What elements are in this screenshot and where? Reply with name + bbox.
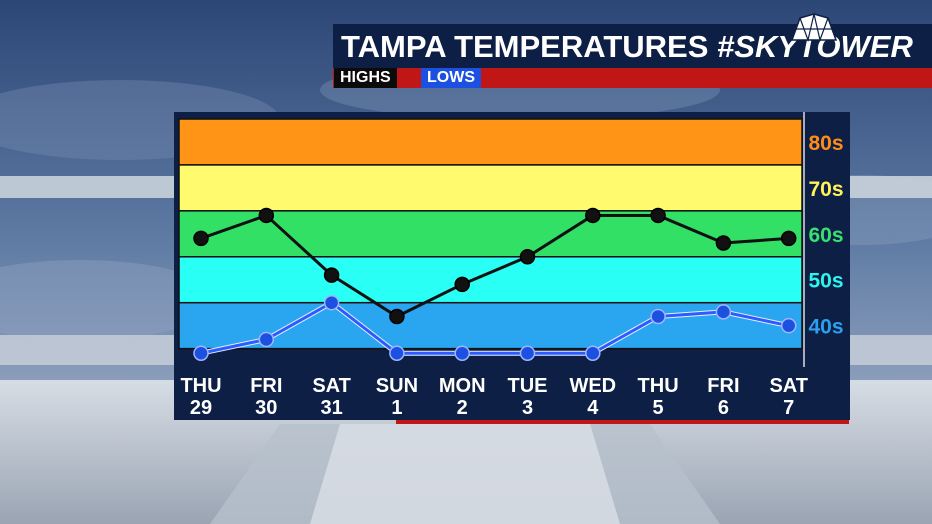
band-80s (178, 118, 803, 166)
x-tick-day: SAT (312, 375, 351, 397)
band-label-60s: 60s (808, 224, 843, 247)
x-tick-date: 3 (522, 397, 533, 419)
x-tick-day: FRI (250, 375, 282, 397)
series-line-highs (200, 213, 789, 318)
data-point-highs (323, 267, 340, 283)
data-point-highs (258, 207, 275, 224)
x-tick-date: 5 (653, 397, 664, 419)
tower-logo-icon (790, 13, 838, 42)
data-point-highs (193, 230, 209, 247)
x-tick-date: 6 (718, 397, 729, 419)
x-tick-day: FRI (707, 375, 739, 397)
data-point-lows (715, 304, 732, 320)
data-point-lows (780, 317, 797, 334)
band-70s (178, 164, 803, 212)
data-point-highs (780, 230, 797, 247)
x-tick-day: THU (180, 375, 221, 397)
series-line-lows (200, 301, 790, 355)
band-label-50s: 50s (808, 270, 843, 293)
bottom-accent (396, 420, 849, 424)
data-point-lows (389, 345, 405, 361)
x-tick-day: MON (439, 375, 486, 397)
band-label-80s: 80s (808, 132, 843, 155)
band-label-70s: 70s (808, 178, 843, 201)
data-point-highs (650, 207, 666, 224)
x-tick-day: TUE (508, 375, 548, 397)
x-tick-day: WED (569, 375, 616, 397)
data-point-highs (585, 207, 601, 224)
band-40s (178, 301, 803, 350)
x-tick-day: SAT (769, 375, 808, 397)
legend-lows: LOWS (421, 68, 481, 88)
data-point-highs (389, 308, 405, 325)
data-point-lows (454, 345, 470, 361)
data-point-lows (650, 308, 666, 325)
band-50s (178, 256, 803, 304)
data-point-highs (519, 249, 536, 265)
data-point-highs (715, 235, 732, 251)
data-point-highs (454, 276, 470, 293)
data-point-lows (323, 294, 340, 311)
page-title: TAMPA TEMPERATURES (341, 29, 709, 64)
x-tick-date: 31 (320, 397, 342, 419)
x-tick-date: 2 (457, 397, 468, 419)
x-tick-date: 4 (587, 397, 599, 419)
data-point-lows (585, 345, 601, 361)
band-label-40s: 40s (808, 316, 843, 339)
data-point-lows (258, 331, 275, 348)
x-tick-date: 1 (391, 397, 402, 419)
legend-strip (333, 68, 932, 88)
x-tick-day: THU (638, 375, 679, 397)
data-point-lows (519, 345, 536, 361)
data-point-lows (193, 345, 209, 361)
x-tick-day: SUN (376, 375, 418, 397)
x-tick-date: 7 (783, 397, 794, 419)
x-tick-date: 29 (190, 397, 212, 419)
legend-highs: HIGHS (334, 68, 397, 88)
x-tick-date: 30 (255, 397, 277, 419)
